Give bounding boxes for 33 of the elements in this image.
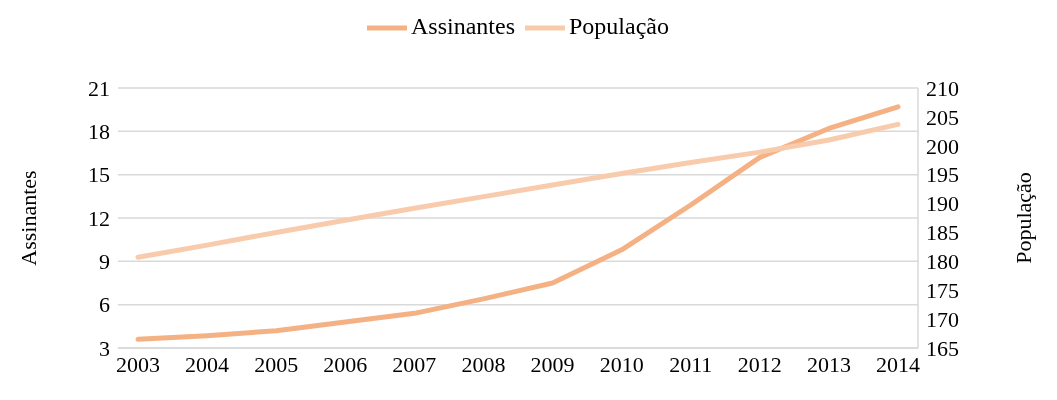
y2-tick-label: 205 (926, 104, 959, 130)
x-tick-label: 2010 (599, 351, 644, 377)
x-tick-label: 2011 (669, 351, 713, 377)
legend-label: População (569, 12, 669, 39)
x-tick-label: 2012 (737, 351, 782, 377)
x-tick-label: 2014 (876, 351, 920, 377)
x-tick-label: 2008 (461, 351, 506, 377)
y2-tick-label: 200 (926, 133, 959, 159)
x-tick-label: 2003 (116, 351, 160, 377)
x-tick-label: 2005 (254, 351, 299, 377)
y2-tick-label: 180 (926, 249, 959, 275)
y2-tick-label: 185 (926, 220, 959, 246)
y2-tick-label: 165 (926, 335, 959, 361)
legend-label: Assinantes (411, 12, 515, 39)
y2-axis-title: População (1010, 172, 1036, 264)
y-tick-label: 9 (99, 249, 110, 275)
x-tick-label: 2007 (392, 351, 437, 377)
x-tick-label: 2013 (806, 351, 851, 377)
x-tick-label: 2006 (323, 351, 368, 377)
y-tick-label: 12 (88, 205, 110, 231)
y-tick-label: 21 (88, 75, 110, 101)
y-tick-label: 18 (88, 119, 110, 145)
y-tick-label: 6 (99, 292, 110, 318)
y-tick-label: 15 (88, 162, 110, 188)
y2-tick-label: 190 (926, 191, 959, 217)
y-axis-title: Assinantes (15, 170, 41, 266)
y2-tick-label: 175 (926, 278, 959, 304)
y2-tick-label: 195 (926, 162, 959, 188)
y2-tick-label: 170 (926, 306, 959, 332)
y2-tick-label: 210 (926, 75, 959, 101)
x-tick-label: 2009 (530, 351, 575, 377)
x-tick-label: 2004 (185, 351, 230, 377)
y-tick-label: 3 (99, 335, 110, 361)
